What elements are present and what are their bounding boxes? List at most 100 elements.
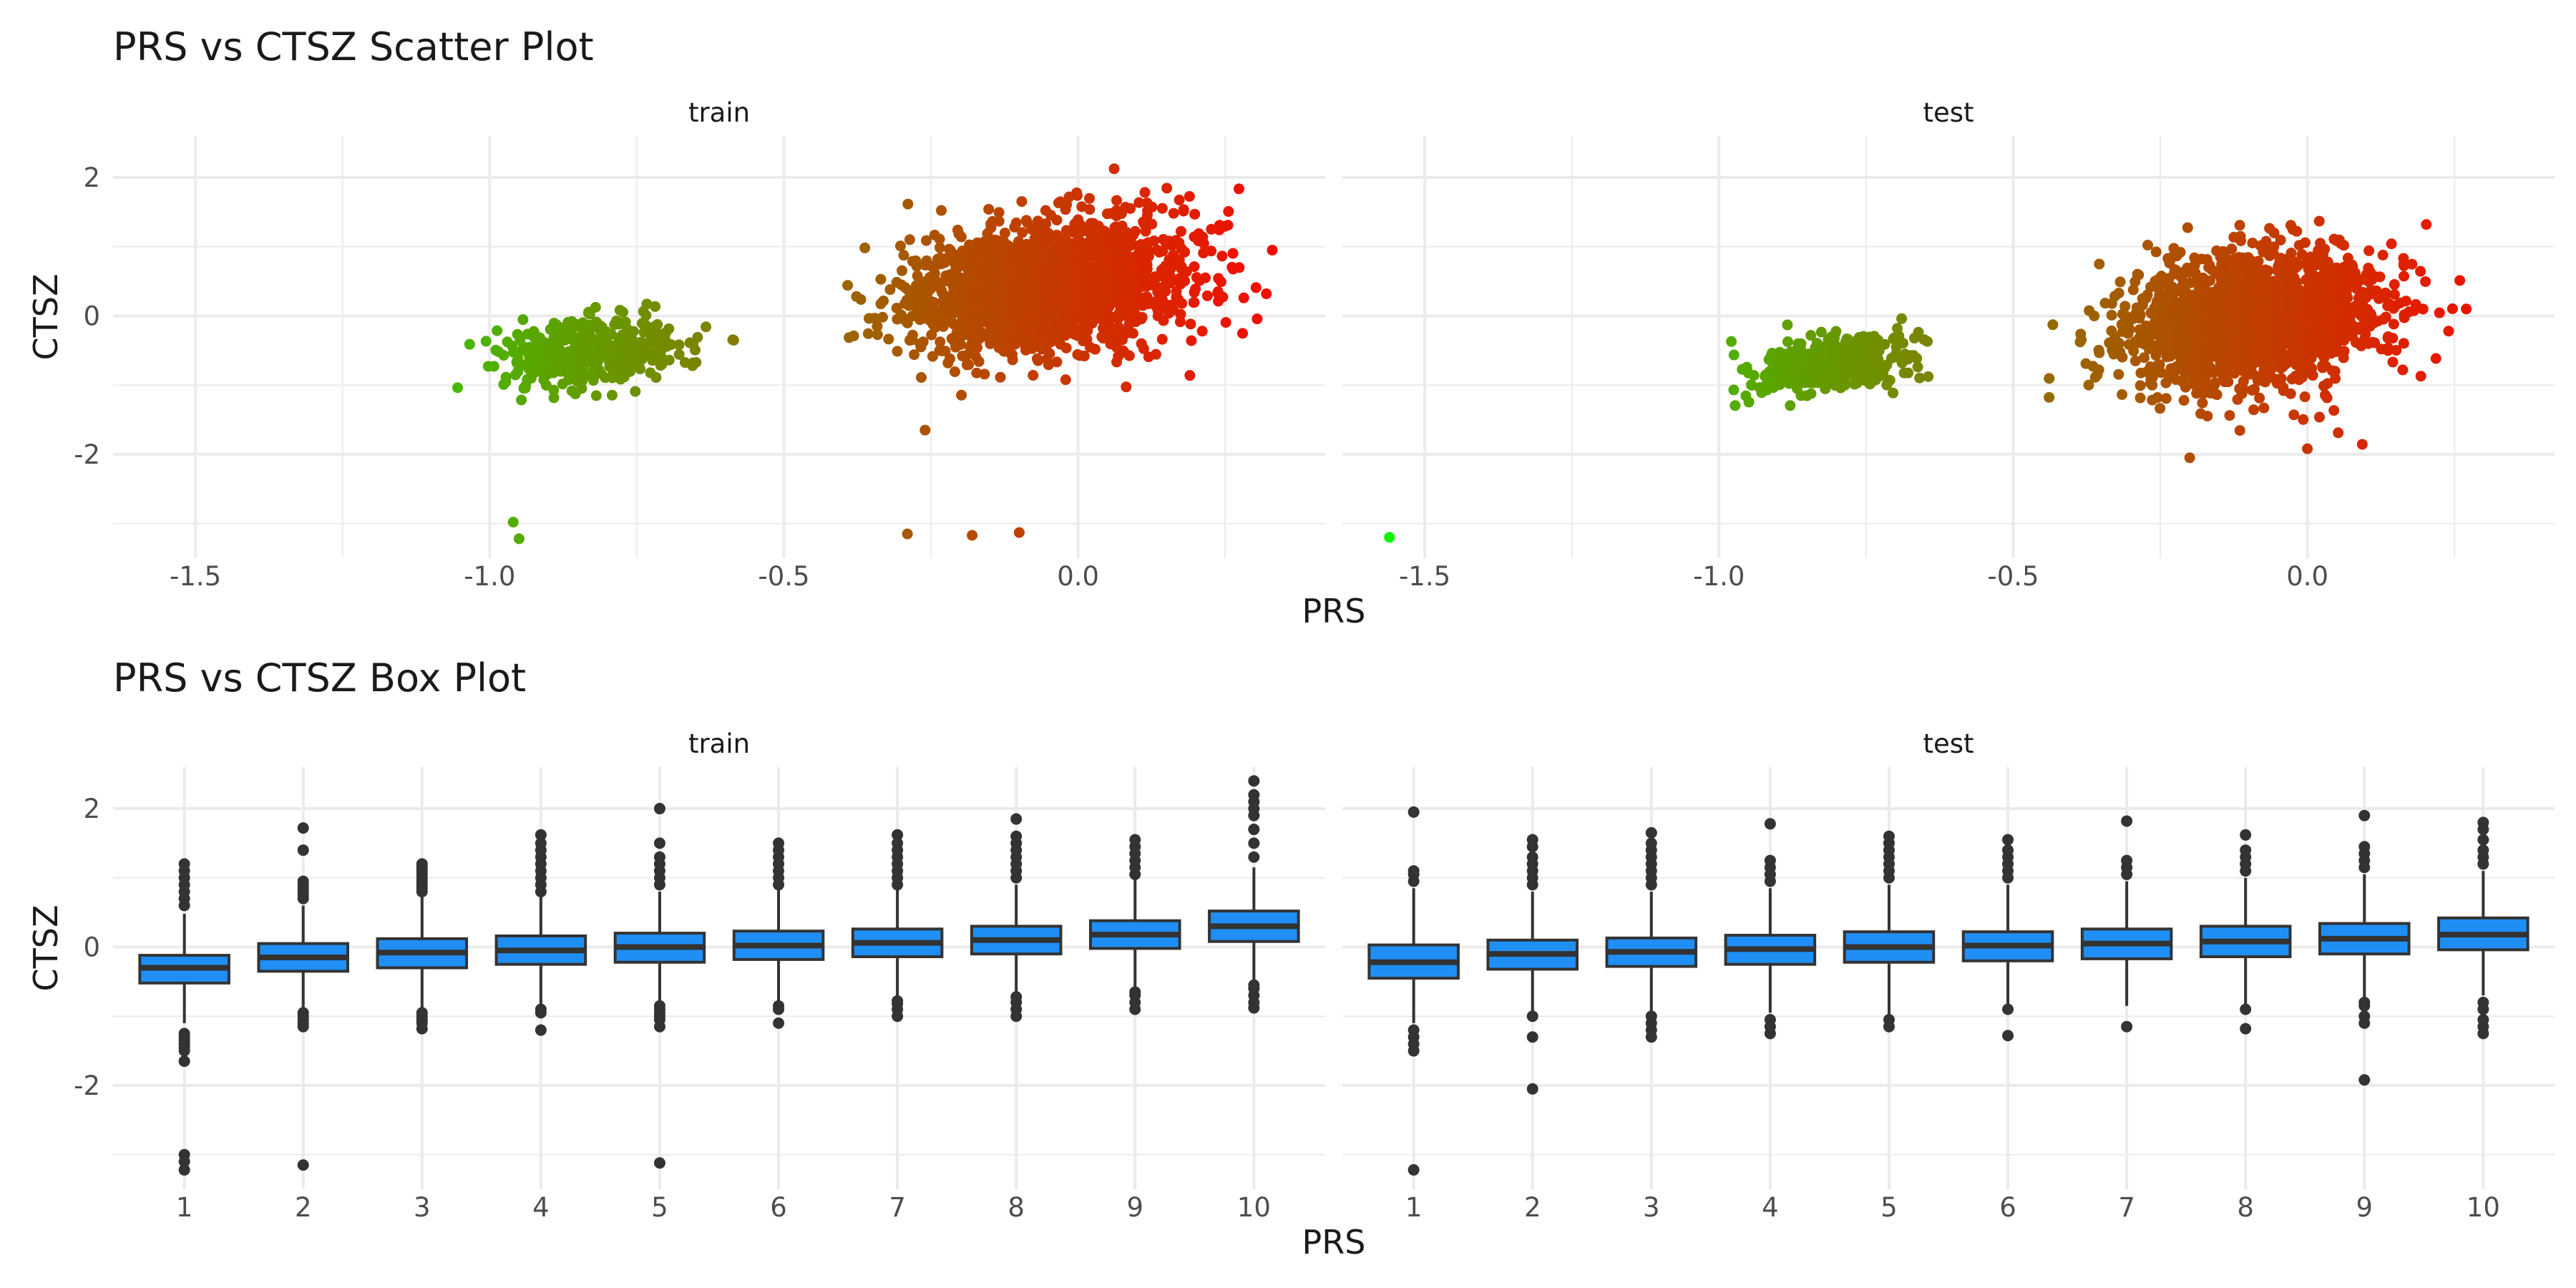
scatter-point [2280, 320, 2291, 331]
scatter-point [2398, 253, 2409, 264]
scatter-point [1794, 351, 1805, 362]
outlier-point [1526, 1031, 1538, 1043]
scatter-point [1017, 227, 1028, 238]
scatter-point [2285, 388, 2296, 399]
scatter-point [2454, 275, 2466, 286]
outlier-point [1248, 837, 1260, 849]
scatter-point [2272, 348, 2283, 360]
scatter-point [1054, 238, 1065, 249]
outlier-point [1248, 824, 1260, 836]
scatter-point [2461, 303, 2472, 315]
scatter-point [2229, 368, 2240, 379]
x-tick-label: 5 [1880, 1192, 1898, 1223]
scatter-point [2346, 259, 2358, 270]
scatter-point [1831, 349, 1843, 361]
scatter-point [2150, 246, 2162, 258]
scatter-point [2134, 324, 2145, 336]
scatter-point [2222, 255, 2233, 267]
scatter-point [1767, 362, 1778, 374]
scatter-point [1914, 372, 1926, 384]
box-3 [1605, 826, 1698, 1043]
scatter-point [606, 389, 618, 401]
scatter-point [2309, 315, 2321, 326]
box-5 [613, 803, 706, 1169]
scatter-point [2202, 350, 2214, 361]
scatter-point [673, 339, 685, 351]
scatter-point [1896, 313, 1908, 324]
scatter-point [1108, 163, 1120, 175]
scatter-point [884, 284, 896, 296]
scatter-point [892, 313, 903, 325]
x-tick-label: 10 [2467, 1192, 2500, 1223]
box-3 [376, 858, 469, 1035]
scatter-point [2129, 308, 2141, 320]
x-tick-label: 6 [770, 1192, 787, 1223]
scatter-point [1007, 354, 1018, 366]
scatter-point [1080, 326, 1092, 337]
scatter-point [2333, 427, 2344, 439]
outlier-point [1010, 1010, 1023, 1023]
scatter-point [1063, 242, 1074, 253]
scatter-point [1116, 296, 1127, 308]
scatter-point [2196, 253, 2207, 265]
scatter-point [2200, 289, 2212, 301]
scatter-point [1879, 362, 1890, 374]
scatter-point [2234, 339, 2245, 351]
scatter-point [2129, 355, 2141, 366]
scatter-panel-test: -1.5 -1.0 -0.5 0.0 [1342, 136, 2555, 592]
y-tick-label: 0 [83, 932, 100, 962]
outlier-point [1645, 1031, 1657, 1043]
scatter-point [610, 315, 622, 326]
box-9 [1088, 834, 1181, 1015]
scatter-point [550, 347, 561, 358]
outlier-point [1248, 789, 1260, 801]
scatter-point [2346, 275, 2358, 287]
box-7 [851, 829, 944, 1023]
scatter-point [1045, 210, 1057, 221]
scatter-point [1055, 196, 1066, 208]
scatter-point [1815, 326, 1827, 338]
outlier-point [178, 1163, 190, 1176]
scatter-point [993, 207, 1005, 218]
scatter-point [2386, 238, 2397, 250]
scatter-point [1201, 290, 1213, 301]
scatter-point [891, 303, 902, 314]
scatter-point [1161, 182, 1173, 194]
scatter-point [630, 353, 642, 365]
scatter-point [2185, 318, 2196, 329]
scatter-point [2398, 338, 2409, 349]
scatter-point [934, 242, 945, 253]
scatter-point [2189, 260, 2200, 271]
scatter-facet-label-test: test [1923, 97, 1974, 128]
scatter-point [894, 240, 906, 252]
scatter-point [914, 338, 926, 350]
scatter-point [1015, 262, 1027, 273]
scatter-point [1107, 284, 1118, 296]
scatter-point [1020, 344, 1032, 356]
scatter-point [2272, 278, 2283, 289]
scatter-point [2360, 328, 2371, 340]
scatter-point [1111, 195, 1123, 206]
scatter-point [1923, 371, 1934, 382]
box-8 [2199, 829, 2292, 1035]
scatter-point [1128, 292, 1139, 303]
scatter-point [1018, 252, 1030, 263]
scatter-point [570, 336, 581, 347]
scatter-point [498, 350, 509, 361]
scatter-panel-train: -1.5 -1.0 -0.5 0.0-202 [74, 136, 1325, 592]
scatter-point [2152, 303, 2164, 315]
scatter-point [2316, 259, 2328, 270]
scatter-point [630, 386, 641, 397]
scatter-point [1106, 296, 1118, 308]
scatter-point [2258, 372, 2269, 384]
scatter-point [956, 389, 967, 401]
outlier-point [2121, 854, 2133, 867]
scatter-point [985, 338, 996, 349]
outlier-point [653, 803, 665, 815]
scatter-point [2044, 391, 2055, 403]
outlier-point [2240, 1003, 2252, 1015]
scatter-point [902, 198, 914, 210]
scatter-point [2265, 309, 2277, 321]
scatter-point [2234, 425, 2245, 436]
